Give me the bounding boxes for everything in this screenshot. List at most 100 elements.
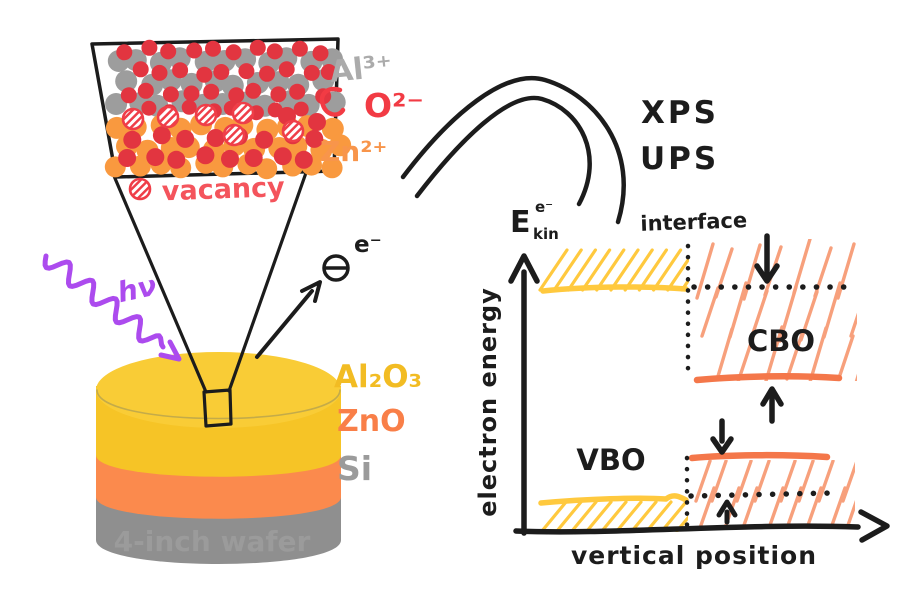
photon-arrow: hν xyxy=(42,253,182,362)
al-atom xyxy=(115,70,138,93)
hatch-line xyxy=(700,286,720,338)
o-atom xyxy=(270,86,287,103)
o-atom xyxy=(312,45,329,62)
hatch-line xyxy=(630,500,658,532)
hatch-line xyxy=(792,239,812,295)
o-atom xyxy=(183,85,200,102)
cbo-annotation: CBO xyxy=(747,233,815,424)
hatch-line xyxy=(694,460,712,503)
o-atom xyxy=(203,83,220,100)
o-atom xyxy=(123,130,142,149)
hatch-line xyxy=(785,329,805,381)
hatch-line xyxy=(779,460,797,503)
wafer-caption: 4-inch wafer xyxy=(114,525,311,558)
zno-conduction-band-line xyxy=(693,373,843,384)
hatch-line xyxy=(845,499,855,528)
hatch-line xyxy=(595,248,626,292)
zno-conduction-hatch xyxy=(695,239,857,381)
electron-analyzer: E kin e⁻ xyxy=(400,76,626,243)
photon-arrowhead xyxy=(158,339,182,362)
zn-atom xyxy=(321,157,343,179)
hatch-line xyxy=(615,500,643,532)
o-atom xyxy=(291,40,308,57)
hatch-line xyxy=(714,327,734,381)
hatch-line xyxy=(637,248,669,292)
photoelectron-arrow: e⁻ xyxy=(255,232,382,359)
hatch-line xyxy=(645,500,673,532)
vacancy-atoms xyxy=(121,101,305,147)
x-axis xyxy=(513,523,861,535)
vbo-up-arrowhead xyxy=(716,499,738,518)
x-axis-label: vertical position xyxy=(571,541,817,570)
hatch-line xyxy=(741,486,759,528)
o-atom xyxy=(176,129,195,148)
vacancy-legend-label: vacancy xyxy=(161,172,285,207)
wafer-rim-line xyxy=(96,389,341,420)
electron-arrowhead xyxy=(300,280,322,303)
analyzer-outer-curve xyxy=(400,76,626,225)
ekin-superscript: e⁻ xyxy=(535,198,553,216)
hatch-line xyxy=(808,326,828,381)
o-atom xyxy=(244,149,263,167)
hatch-line xyxy=(660,500,688,532)
ups-label: UPS xyxy=(640,141,719,177)
o-atom xyxy=(146,148,165,167)
zn-atom xyxy=(321,117,344,140)
o-ion-label: O²⁻ xyxy=(364,86,424,125)
vb-reference-dotted-line xyxy=(688,490,833,499)
o-atom xyxy=(141,39,158,56)
hatch-line xyxy=(666,255,689,292)
y-axis-label: electron energy xyxy=(474,287,502,517)
al2o3-label: Al₂O₃ xyxy=(334,359,422,395)
spectroscopy-labels: XPS UPS xyxy=(640,95,719,177)
al2o3-conduction-hatch xyxy=(538,248,689,292)
hatch-line xyxy=(570,500,598,532)
hatch-line xyxy=(555,500,583,532)
ekin-label: E kin e⁻ xyxy=(510,198,559,243)
magnifier-funnel xyxy=(112,168,309,428)
hatch-line xyxy=(829,486,847,528)
hatch-line xyxy=(540,500,568,532)
vacancy-atom xyxy=(121,107,145,131)
hatch-line xyxy=(600,500,628,532)
o-atom xyxy=(172,62,189,79)
o-atom xyxy=(238,63,255,80)
zn-ion-label: Zn²⁺ xyxy=(320,135,387,168)
o-atom xyxy=(196,146,215,165)
band-diagram: CBO VBO interface electron energy vertic… xyxy=(474,208,890,570)
o-atom xyxy=(303,64,320,81)
o-atom xyxy=(206,129,225,147)
o-atom xyxy=(228,87,245,104)
hatch-line xyxy=(735,460,753,503)
o-atom xyxy=(152,126,171,145)
o-atom xyxy=(137,82,154,99)
o-atom xyxy=(160,43,177,60)
hatch-line xyxy=(710,460,728,503)
o-atom xyxy=(221,149,239,168)
hatch-line xyxy=(778,285,798,343)
o-atom xyxy=(118,149,137,167)
hatch-line xyxy=(805,486,823,528)
o-atom xyxy=(205,40,221,57)
o-atom xyxy=(293,101,309,117)
vacancy-legend-icon xyxy=(128,177,152,201)
ion-labels: Al³⁺ O²⁻ Zn²⁺ xyxy=(319,49,424,168)
o-atom xyxy=(320,64,337,80)
hatch-line xyxy=(623,248,654,292)
o-atom xyxy=(167,150,186,169)
electron-label: e⁻ xyxy=(354,232,382,258)
interface-label: interface xyxy=(640,208,748,236)
hatch-line xyxy=(698,486,716,528)
hatch-line xyxy=(538,248,569,292)
zn-atom xyxy=(329,134,352,157)
vacancy-atom xyxy=(231,101,255,125)
al2o3-conduction-band-line xyxy=(540,284,689,294)
o-atom xyxy=(213,64,230,80)
vacancy-atom xyxy=(222,123,246,147)
atomic-structure-inset: vacancy Al³⁺ O²⁻ Zn²⁺ xyxy=(90,37,424,207)
o-atom xyxy=(305,129,324,148)
vacancy-legend: vacancy xyxy=(128,172,286,207)
o-atom xyxy=(116,44,133,61)
zn-atom xyxy=(256,158,278,180)
